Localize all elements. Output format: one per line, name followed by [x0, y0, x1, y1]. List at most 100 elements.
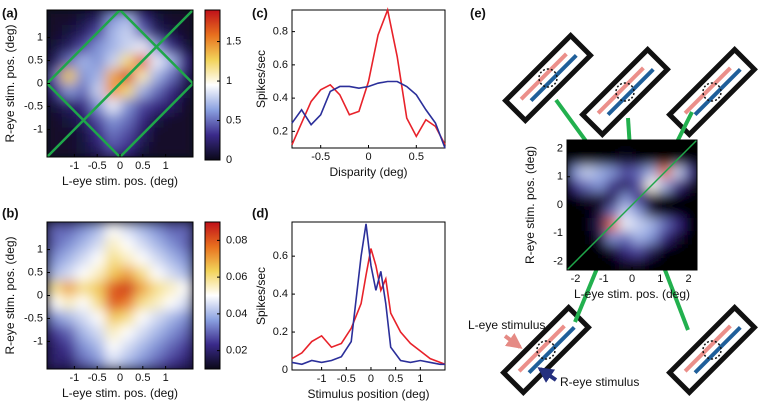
heatmap-cell: [658, 153, 672, 167]
heatmap-cell: [47, 98, 63, 114]
heatmap-cell: [120, 98, 136, 114]
heatmap-cell: [580, 153, 594, 167]
heatmap-cell: [90, 222, 106, 238]
heatmap-cell: [134, 339, 150, 355]
heatmap-cell: [567, 218, 581, 232]
heatmap-cell: [90, 280, 106, 296]
arrow: [503, 332, 523, 349]
heatmap-cell: [61, 10, 77, 26]
y-axis-label: R-eye stim. pos. (deg): [3, 236, 17, 354]
heatmap-cell: [61, 112, 77, 129]
heatmap-cell: [76, 127, 92, 143]
heatmap-cell: [76, 142, 92, 157]
heatmap-cell: [580, 179, 594, 193]
heatmap-cell: [90, 324, 106, 341]
heatmap-cell: [671, 179, 685, 193]
heatmap-cell: [163, 339, 179, 355]
heatmap-cell: [684, 205, 697, 219]
x-axis-label: Stimulus position (deg): [307, 387, 429, 401]
heatmap-cell: [619, 257, 633, 270]
heatmap-cell: [580, 231, 594, 245]
heatmap-cell: [61, 339, 77, 355]
heatmap-cell: [619, 244, 633, 258]
y-tick-label: -1: [553, 227, 563, 239]
heatmap-cell: [90, 39, 106, 55]
y-tick-label: -1: [33, 123, 43, 135]
heatmap-cell: [76, 68, 92, 84]
y-tick-label: 0: [37, 77, 43, 89]
heatmap-cell: [90, 266, 106, 282]
heatmap-cell: [163, 354, 179, 369]
heatmap-cell: [593, 140, 607, 154]
heatmap-cell: [76, 83, 92, 99]
heatmap-cell: [105, 251, 121, 267]
heatmap-cell: [149, 10, 165, 26]
heatmap-cell: [47, 24, 63, 40]
heatmap-cell: [658, 179, 672, 193]
heatmap-cell: [178, 310, 193, 326]
heatmap-cell: [178, 354, 193, 369]
heatmap-cell: [105, 354, 121, 369]
x-tick-label: -0.5: [88, 372, 107, 384]
y-tick-label: -1: [33, 335, 43, 347]
x-tick-label: 0: [368, 373, 374, 385]
heatmap-cell: [134, 251, 150, 267]
plot-frame: [291, 221, 446, 371]
heatmap-cell: [593, 192, 607, 206]
heatmap-cell: [134, 295, 150, 311]
heatmap-cell: [163, 68, 179, 84]
heatmap-cell: [671, 166, 685, 180]
y-tick-label: 2: [557, 142, 563, 154]
heatmap-cell: [76, 54, 92, 70]
colorbar-tick-label: 1.5: [226, 35, 241, 47]
heatmap-cell: [105, 39, 121, 55]
heatmap-cell: [134, 39, 150, 55]
heatmap-cell: [134, 142, 150, 157]
heatmap-cell: [671, 205, 685, 219]
heatmap-cell: [105, 266, 121, 282]
heatmap-cell: [90, 310, 106, 326]
heatmap-cell: [632, 205, 646, 219]
heatmap-cell: [105, 280, 121, 296]
y-tick-label: 0.5: [28, 54, 43, 66]
y-tick-label: 0.5: [28, 266, 43, 278]
heatmap-cell: [149, 222, 165, 238]
heatmap-cell: [632, 179, 646, 193]
heatmap-cell: [134, 266, 150, 282]
y-tick-label: 0.6: [273, 250, 288, 262]
heatmap-cell: [619, 179, 633, 193]
heatmap-cell: [567, 244, 581, 258]
heatmap-cell: [61, 280, 77, 296]
heatmap-cell: [178, 236, 193, 252]
heatmap-cell: [149, 354, 165, 369]
heatmap-cell: [163, 112, 179, 129]
heatmap-cell: [178, 142, 193, 157]
x-tick-label: 0.5: [135, 160, 150, 172]
heatmap-cell: [163, 324, 179, 341]
x-tick-label: 1: [163, 160, 169, 172]
arrow: [537, 367, 558, 383]
heatmap-cell: [76, 339, 92, 355]
y-tick-label: 0: [282, 364, 288, 376]
heatmap-cell: [593, 153, 607, 167]
heatmap-cell: [61, 222, 77, 238]
heatmap-cell: [178, 339, 193, 355]
heatmap-cell: [76, 222, 92, 238]
heatmap-cell: [567, 140, 581, 154]
heatmap-cell: [178, 39, 193, 55]
heatmap-area: [47, 222, 193, 369]
heatmap-cell: [149, 24, 165, 40]
heatmap-cell: [684, 166, 697, 180]
heatmap-cell: [149, 142, 165, 157]
heatmap-cell: [134, 354, 150, 369]
heatmap-cell: [90, 68, 106, 84]
heatmap-cell: [47, 54, 63, 70]
heatmap-cell: [105, 339, 121, 355]
heatmap-cell: [658, 205, 672, 219]
heatmap-cell: [120, 24, 136, 40]
heatmap-cell: [658, 192, 672, 206]
heatmap-cell: [684, 218, 697, 232]
heatmap-cell: [134, 280, 150, 296]
x-tick-label: 2: [685, 273, 691, 285]
heatmap-cell: [632, 140, 646, 154]
